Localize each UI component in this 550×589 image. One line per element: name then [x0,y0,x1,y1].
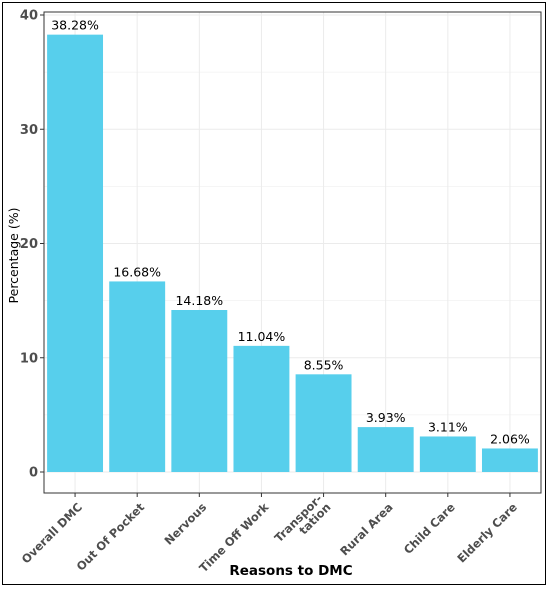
x-tick-label-line: Overall DMC [19,500,85,566]
data-label: 3.93% [366,410,406,425]
bar [171,309,228,472]
data-label: 11.04% [238,329,286,344]
bar [109,281,166,472]
data-label: 38.28% [51,18,99,33]
x-tick-label-line: Nervous [162,500,210,548]
bar [357,427,414,472]
data-label: 8.55% [304,357,344,372]
x-tick-label: Out Of Pocket [74,500,148,574]
y-tick-label: 0 [29,466,38,481]
bar [295,374,352,472]
bar [47,34,104,472]
x-tick-label: Rural Area [337,500,395,558]
data-label: 3.11% [428,419,468,434]
bar [419,436,476,472]
y-axis-title: Percentage (%) [6,208,21,304]
bar [481,448,538,472]
x-tick-label: Nervous [162,500,210,548]
chart-frame: 38.28% 16.68% 14.18% 11.04% 8.55% 3.93% 3.11% 2… [2,2,546,585]
x-tick-label: Elderly Care [454,500,520,566]
data-label: 16.68% [113,264,161,279]
y-axis-ticks: 0 10 20 30 40 [20,9,44,481]
data-label: 2.06% [490,431,530,446]
x-tick-label: Transpor-tation [272,491,334,545]
y-tick-label: 20 [20,237,38,252]
y-tick-label: 30 [20,123,38,138]
x-tick-label-line: Out Of Pocket [74,500,148,574]
bar [233,345,290,472]
data-label: 14.18% [175,293,223,308]
x-tick-label: Overall DMC [19,500,85,566]
x-tick-label-line: Rural Area [337,500,395,558]
x-tick-label: Child Care [401,500,458,557]
y-tick-label: 40 [20,9,38,24]
plot-panel-border [43,11,542,494]
bar-chart: 38.28% 16.68% 14.18% 11.04% 8.55% 3.93% 3.11% 2… [6,9,542,579]
bars [47,34,538,472]
x-tick-label-line: Child Care [401,500,458,557]
x-tick-label-line: Elderly Care [454,500,520,566]
data-labels: 38.28% 16.68% 14.18% 11.04% 8.55% 3.93% 3.11% 2… [51,18,530,447]
x-axis-title: Reasons to DMC [229,563,352,579]
y-tick-label: 10 [20,351,38,366]
